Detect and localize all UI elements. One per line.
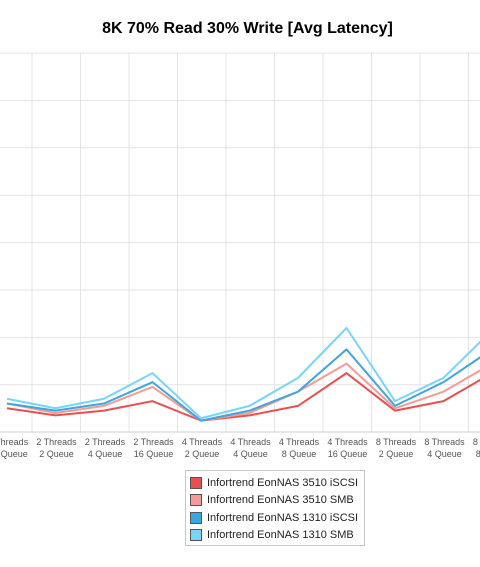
legend-swatch	[190, 529, 202, 542]
x-tick-label: 4 Threads 2 Queue	[182, 437, 223, 459]
x-tick-label: 2 Threads 2 Queue	[36, 437, 77, 459]
x-tick-label: 4 Threads 16 Queue	[327, 437, 368, 459]
series-line-0	[6, 372, 480, 422]
legend-label: Infortrend EonNAS 1310 SMB	[207, 529, 354, 542]
legend-item[interactable]: Infortrend EonNAS 1310 SMB	[190, 527, 364, 545]
x-tick-label: 2 Threads 4 Queue	[85, 437, 126, 459]
x-tick-label: 2 Threads 16 Queue	[133, 437, 174, 459]
legend-label: Infortrend EonNAS 3510 SMB	[207, 494, 354, 507]
legend-swatch	[190, 511, 202, 524]
legend-item[interactable]: Infortrend EonNAS 3510 iSCSI	[190, 474, 364, 492]
x-tick-label: 4 Threads 8 Queue	[279, 437, 320, 459]
x-tick-label: 8 Threads 4 Queue	[424, 437, 465, 459]
legend-label: Infortrend EonNAS 3510 iSCSI	[207, 476, 359, 489]
legend-swatch	[190, 494, 202, 507]
legend-item[interactable]: Infortrend EonNAS 1310 iSCSI	[190, 509, 364, 527]
series-lines	[6, 327, 480, 422]
x-tick-label: 8 Threads 2 Queue	[376, 437, 417, 459]
chart-title: 8K 70% Read 30% Write [Avg Latency]	[102, 20, 393, 37]
x-tick-label: 4 Threads 4 Queue	[230, 437, 271, 459]
series-line-3	[6, 327, 480, 420]
grid	[0, 52, 480, 433]
legend-item[interactable]: Infortrend EonNAS 3510 SMB	[190, 492, 364, 510]
legend-label: Infortrend EonNAS 1310 iSCSI	[207, 511, 359, 524]
series-line-2	[6, 348, 480, 422]
legend: Infortrend EonNAS 3510 iSCSI Infortrend …	[185, 470, 365, 546]
legend-swatch	[190, 476, 202, 489]
